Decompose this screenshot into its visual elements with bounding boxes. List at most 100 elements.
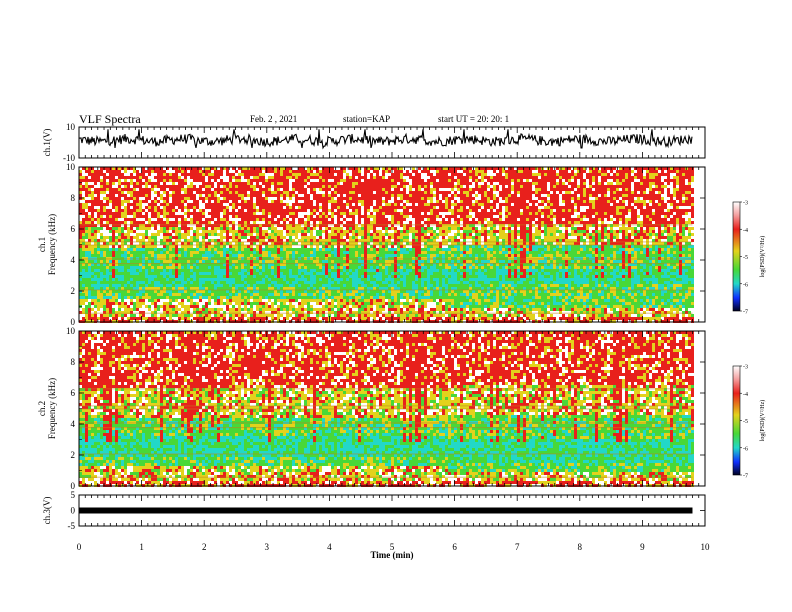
spectrogram-1-cell bbox=[301, 176, 304, 179]
spectrogram-1-cell bbox=[103, 170, 106, 173]
spectrogram-1-cell bbox=[145, 203, 148, 206]
spectrogram-1-cell bbox=[133, 251, 136, 254]
spectrogram-1-cell bbox=[94, 311, 97, 314]
spectrogram-1-cell bbox=[112, 233, 115, 236]
spectrogram-1-cell bbox=[316, 290, 319, 293]
spectrogram-1-cell bbox=[352, 173, 355, 176]
spectrogram-1-cell bbox=[358, 221, 361, 224]
spectrogram-1-cell bbox=[223, 224, 226, 227]
spectrogram-1-cell bbox=[340, 191, 343, 194]
spectrogram-1-cell bbox=[349, 191, 352, 194]
spectrogram-1-cell bbox=[241, 263, 244, 266]
spectrogram-1-cell bbox=[154, 278, 157, 281]
spectrogram-1-cell bbox=[106, 302, 109, 305]
spectrogram-1-cell bbox=[106, 167, 109, 170]
spectrogram-1-cell bbox=[295, 179, 298, 182]
spectrogram-1-cell bbox=[238, 206, 241, 209]
spectrogram-1-cell bbox=[358, 182, 361, 185]
spectrogram-1-cell bbox=[340, 284, 343, 287]
spectrogram-1-cell bbox=[115, 239, 118, 242]
spectrogram-1-cell bbox=[349, 230, 352, 233]
spectrogram-1-cell bbox=[247, 191, 250, 194]
spectrogram-1-cell bbox=[112, 221, 115, 224]
spectrogram-1-cell bbox=[169, 194, 172, 197]
spectrogram-1-cell bbox=[355, 194, 358, 197]
spectrogram-1-cell bbox=[244, 242, 247, 245]
spectrogram-1-cell bbox=[145, 287, 148, 290]
spectrogram-1-cell bbox=[313, 293, 316, 296]
spectrogram-1-cell bbox=[175, 209, 178, 212]
spectrogram-1-cell bbox=[136, 269, 139, 272]
spectrogram-1-cell bbox=[286, 182, 289, 185]
spectrogram-1-cell bbox=[214, 278, 217, 281]
spectrogram-1-cell bbox=[262, 290, 265, 293]
spectrogram-1-cell bbox=[109, 302, 112, 305]
spectrogram-1-cell bbox=[91, 275, 94, 278]
spectrogram-1-cell bbox=[268, 314, 271, 317]
spectrogram-1-cell bbox=[262, 308, 265, 311]
spectrogram-1-cell bbox=[328, 251, 331, 254]
spectrogram-1-cell bbox=[307, 173, 310, 176]
spectrogram-1-cell bbox=[352, 182, 355, 185]
spectrogram-1-cell bbox=[268, 293, 271, 296]
spectrogram-1-cell bbox=[202, 287, 205, 290]
spectrogram-1-cell bbox=[88, 200, 91, 203]
spectrogram-1-cell bbox=[139, 215, 142, 218]
spectrogram-1-cell bbox=[304, 188, 307, 191]
spectrogram-1-cell bbox=[97, 245, 100, 248]
spectrogram-1-cell bbox=[199, 167, 202, 170]
spectrogram-1-cell bbox=[175, 293, 178, 296]
spectrogram-1-cell bbox=[85, 272, 88, 275]
spectrogram-1-cell bbox=[157, 272, 160, 275]
spectrogram-1-cell bbox=[121, 305, 124, 308]
spectrogram-1-cell bbox=[226, 266, 229, 269]
spectrogram-1-cell bbox=[355, 179, 358, 182]
spectrogram-1-cell bbox=[88, 248, 91, 251]
spectrogram-1-cell bbox=[124, 215, 127, 218]
spectrogram-1-cell bbox=[286, 278, 289, 281]
spectrogram-1-cell bbox=[181, 263, 184, 266]
spectrogram-1-cell bbox=[307, 239, 310, 242]
spectrogram-1-cell bbox=[337, 311, 340, 314]
spectrogram-1-cell bbox=[211, 263, 214, 266]
spectrogram-1-cell bbox=[277, 188, 280, 191]
spectrogram-1-cell bbox=[253, 251, 256, 254]
spectrogram-1-cell bbox=[175, 179, 178, 182]
spectrogram-1-cell bbox=[265, 287, 268, 290]
spectrogram-1-cell bbox=[226, 170, 229, 173]
spectrogram-1-cell bbox=[361, 275, 364, 278]
spectrogram-1-cell bbox=[358, 188, 361, 191]
spectrogram-1-cell bbox=[295, 269, 298, 272]
spectrogram-1-cell bbox=[79, 254, 82, 257]
spectrogram-1-cell bbox=[298, 206, 301, 209]
spectrogram-1-cell bbox=[205, 308, 208, 311]
spectrogram-1-cell bbox=[151, 284, 154, 287]
spectrogram-1-cell bbox=[322, 185, 325, 188]
spectrogram-1-cell bbox=[205, 272, 208, 275]
spectrogram-1-cell bbox=[175, 299, 178, 302]
spectrogram-1-cell bbox=[262, 314, 265, 317]
spectrogram-1-cell bbox=[220, 206, 223, 209]
spectrogram-1-cell bbox=[112, 296, 115, 299]
spectrogram-1-cell bbox=[94, 209, 97, 212]
spectrogram-1-cell bbox=[157, 221, 160, 224]
spectrogram-1-cell bbox=[247, 236, 250, 239]
spectrogram-1-cell bbox=[196, 233, 199, 236]
spectrogram-1-cell bbox=[286, 227, 289, 230]
spectrogram-1-cell bbox=[202, 272, 205, 275]
spectrogram-1-cell bbox=[130, 254, 133, 257]
spectrogram-1-cell bbox=[184, 272, 187, 275]
spectrogram-1-cell bbox=[97, 254, 100, 257]
spectrogram-1-cell bbox=[361, 182, 364, 185]
spectrogram-1-cell bbox=[109, 248, 112, 251]
spectrogram-1-cell bbox=[268, 272, 271, 275]
spectrogram-1-cell bbox=[268, 173, 271, 176]
spectrogram-1-cell bbox=[361, 251, 364, 254]
spectrogram-1-cell bbox=[349, 224, 352, 227]
spectrogram-1-cell bbox=[187, 278, 190, 281]
spectrogram-1-cell bbox=[148, 224, 151, 227]
spectrogram-1-cell bbox=[121, 296, 124, 299]
spectrogram-1-cell bbox=[130, 170, 133, 173]
spectrogram-1-cell bbox=[190, 299, 193, 302]
spectrogram-1-cell bbox=[265, 305, 268, 308]
